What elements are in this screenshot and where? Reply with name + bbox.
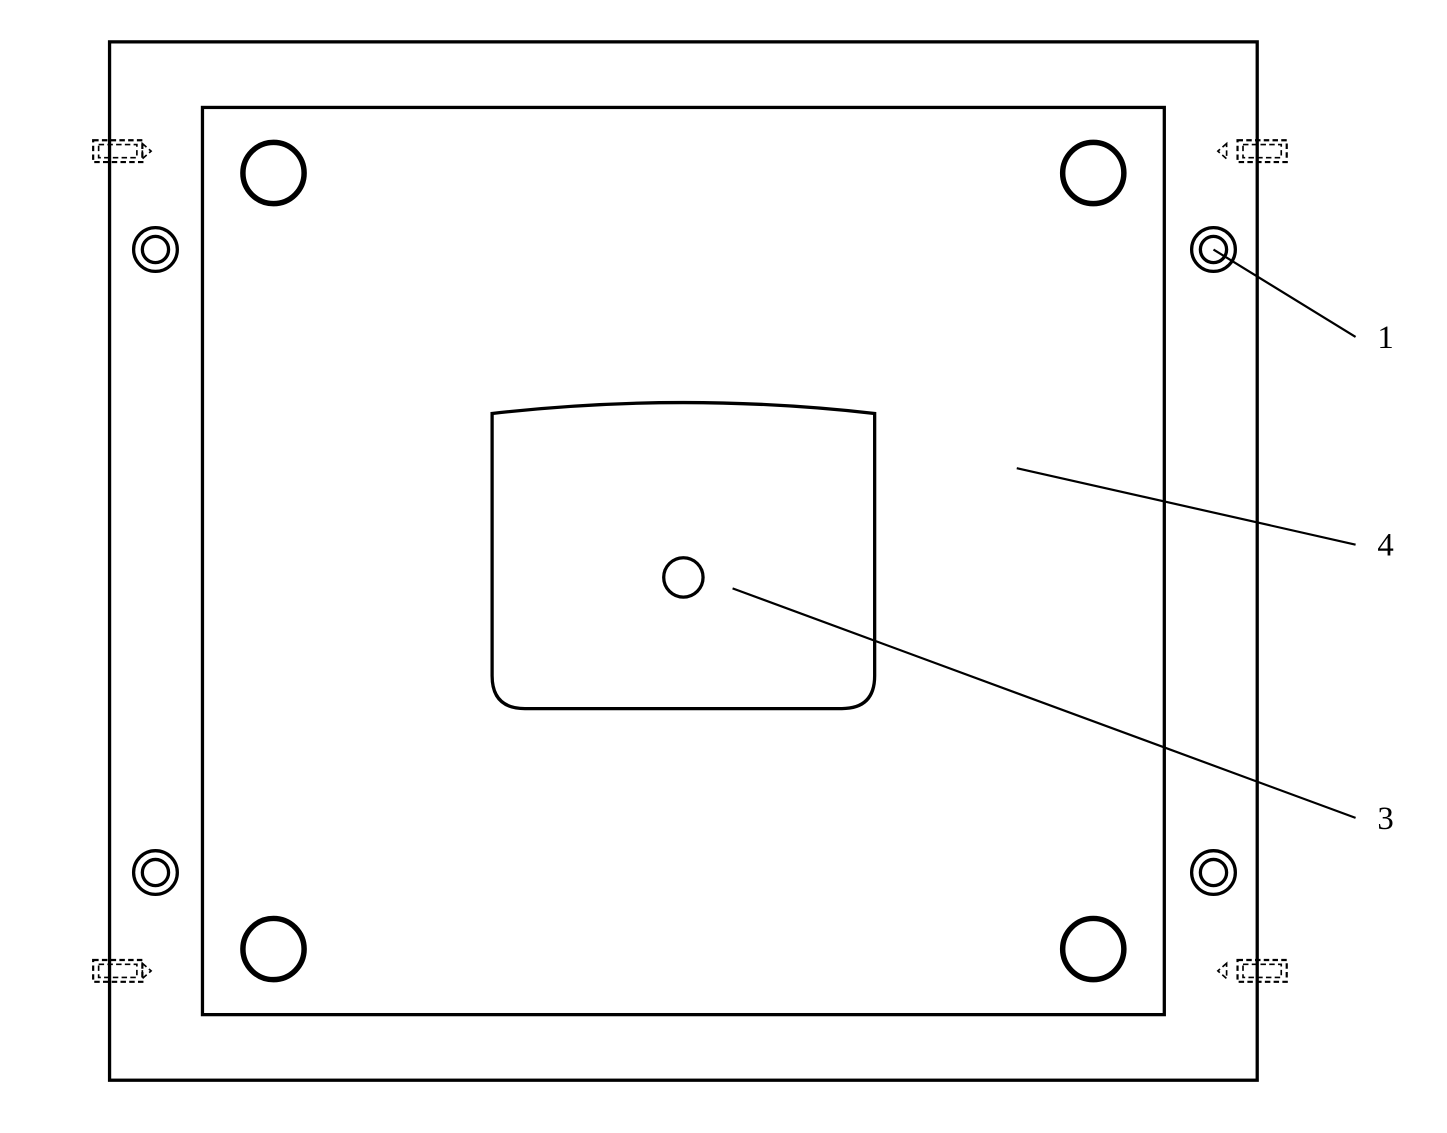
technical-diagram: 1 4 3 bbox=[20, 20, 1447, 1113]
part-label: 3 bbox=[1377, 801, 1393, 837]
part-label: 1 bbox=[1377, 320, 1393, 356]
part-label: 4 bbox=[1377, 528, 1393, 564]
